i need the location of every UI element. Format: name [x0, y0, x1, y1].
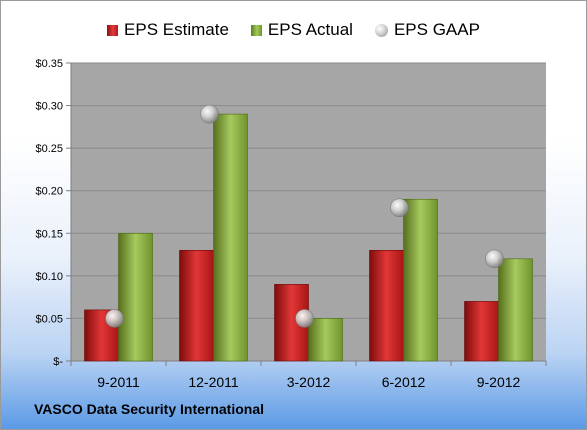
x-tick-label: 3-2012: [287, 374, 331, 390]
bar-eps-actual-9-2011: [118, 232, 153, 362]
point-eps-gaap-12-2011: [200, 104, 219, 124]
point-eps-gaap-9-2012: [485, 249, 504, 269]
legend-label-eps-gaap: EPS GAAP: [393, 20, 480, 39]
x-tick-label: 6-2012: [382, 374, 426, 390]
x-axis-ticks: 9-2011 12-2011 3-2012 6-2012 9-2012: [70, 361, 547, 390]
legend-swatch-eps-actual: [250, 24, 262, 36]
bar-eps-estimate-9-2012: [464, 301, 499, 362]
legend-item-eps-estimate: EPS Estimate: [107, 20, 229, 40]
bar-eps-actual-9-2012: [498, 258, 533, 362]
point-eps-gaap-9-2011: [105, 309, 124, 328]
gaap-points: [105, 104, 504, 328]
bar-eps-estimate-6-2012: [369, 250, 404, 362]
y-tick-label: $0.25: [35, 143, 63, 155]
bar-eps-estimate-12-2011: [179, 250, 214, 362]
legend-swatch-eps-estimate: [107, 24, 119, 36]
bar-eps-actual-12-2011: [213, 113, 248, 362]
y-tick-label: $0.05: [35, 313, 63, 325]
y-tick-label: $0.20: [35, 186, 63, 198]
x-tick-label: 9-2012: [477, 374, 521, 390]
legend-swatch-eps-gaap: [374, 23, 388, 37]
bar-eps-actual-6-2012: [403, 198, 438, 362]
legend-label-eps-estimate: EPS Estimate: [124, 20, 229, 39]
x-tick-label: 12-2011: [188, 374, 239, 390]
point-eps-gaap-3-2012: [295, 309, 314, 328]
x-tick-label: 9-2011: [97, 374, 140, 390]
company-label: VASCO Data Security International: [34, 401, 265, 417]
bar-eps-actual-3-2012: [308, 318, 343, 362]
legend-item-eps-gaap: EPS GAAP: [374, 20, 480, 40]
point-eps-gaap-6-2012: [390, 198, 409, 217]
y-tick-label: $0.15: [35, 228, 63, 240]
y-tick-label: $-: [53, 356, 63, 368]
legend-item-eps-actual: EPS Actual: [250, 20, 353, 40]
legend-label-eps-actual: EPS Actual: [267, 20, 353, 39]
chart-legend: EPS Estimate EPS Actual EPS GAAP: [1, 17, 586, 43]
y-tick-label: $0.10: [35, 271, 63, 283]
y-tick-label: $0.30: [35, 101, 63, 113]
y-tick-label: $0.35: [35, 58, 63, 70]
